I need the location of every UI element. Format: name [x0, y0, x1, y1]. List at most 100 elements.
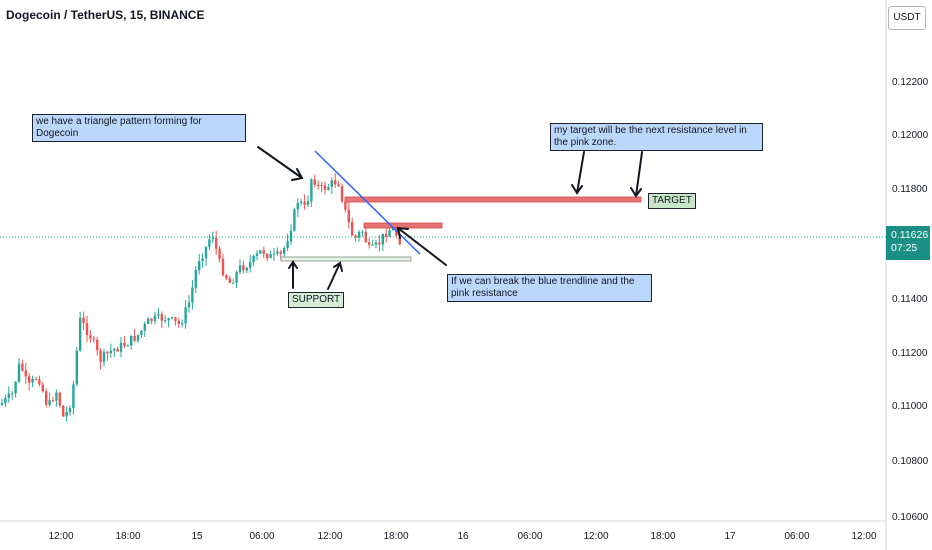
time-tick-label: 18:00 [650, 531, 675, 542]
time-tick-label: 18:00 [115, 531, 140, 542]
time-tick-label: 18:00 [383, 531, 408, 542]
candle-body [211, 237, 214, 240]
candle-body [187, 302, 191, 308]
candle-body [242, 265, 245, 271]
candle-body [252, 255, 255, 263]
candle-body [235, 271, 238, 283]
candle-body [381, 233, 384, 245]
candle-body [177, 320, 180, 324]
candle-body [17, 363, 21, 382]
candle-body [303, 201, 306, 205]
candle-body [296, 202, 299, 210]
candle-body [11, 393, 14, 395]
local-resistance-zone[interactable] [363, 222, 443, 229]
candle-body [259, 250, 262, 254]
symbol-title: Dogecoin / TetherUS, 15, BINANCE [6, 8, 205, 22]
triangle-note[interactable]: we have a triangle pattern forming for D… [32, 114, 246, 142]
candle-body [283, 248, 286, 254]
candle-body [279, 251, 282, 254]
candle-body [327, 186, 330, 190]
target-note-text: my target will be the next resistance le… [554, 125, 747, 148]
candle-body [130, 335, 133, 346]
candle-body [7, 393, 10, 398]
candle-body [157, 313, 160, 316]
support-label-text: SUPPORT [292, 294, 341, 305]
candles-layer [0, 172, 401, 422]
time-tick-label: 06:00 [249, 531, 274, 542]
price-tick-label: 0.11200 [892, 348, 928, 359]
candle-body [357, 231, 361, 238]
candle-body [51, 400, 55, 402]
candle-body [300, 201, 303, 203]
blue-trendline[interactable] [314, 150, 421, 255]
time-tick-label: 06:00 [784, 531, 809, 542]
breakout-note[interactable]: If we can break the blue trendline and t… [447, 274, 652, 302]
candle-body [218, 248, 221, 259]
candle-body [201, 258, 204, 262]
candle-body [160, 313, 163, 321]
time-tick-label: 12:00 [583, 531, 608, 542]
support-zone[interactable] [280, 256, 412, 262]
candle-body [374, 242, 378, 245]
candle-body [48, 400, 51, 405]
price-tick-label: 0.12000 [892, 130, 929, 141]
candle-body [34, 378, 38, 380]
candle-body [330, 180, 333, 187]
candle-body [0, 403, 4, 405]
candle-body [266, 253, 269, 259]
candle-body [238, 265, 242, 272]
candle-body [198, 261, 201, 271]
time-axis[interactable]: 12:00 18:00 15 06:00 12:00 18:00 16 06:00 12:00 1… [48, 531, 876, 542]
candle-body [96, 339, 99, 351]
candle-body [147, 318, 150, 324]
target-label[interactable]: TARGET [648, 193, 696, 209]
candle-body [92, 338, 95, 340]
candle-body [116, 348, 119, 352]
candle-body [72, 384, 75, 409]
candle-body [255, 253, 259, 256]
candle-body [164, 320, 167, 322]
candle-body [167, 318, 170, 321]
time-tick-label: 12:00 [48, 531, 73, 542]
support-label[interactable]: SUPPORT [288, 292, 345, 308]
candle-body [65, 411, 68, 417]
candle-body [89, 335, 92, 339]
price-tick-label: 0.12200 [892, 77, 929, 88]
candle-body [68, 408, 72, 412]
candle-body [181, 323, 184, 325]
candle-body [140, 330, 143, 335]
candle-body [153, 315, 157, 322]
target-note[interactable]: my target will be the next resistance le… [550, 123, 763, 151]
candle-body [14, 381, 17, 394]
candle-body [351, 222, 354, 236]
target-label-text: TARGET [652, 195, 692, 206]
candle-body [126, 345, 129, 347]
candle-body [378, 242, 381, 245]
currency-selector[interactable]: USDT [888, 6, 926, 30]
candle-body [31, 378, 34, 383]
candle-body [354, 235, 357, 238]
candle-body [269, 254, 272, 259]
candle-body [133, 335, 136, 341]
candle-body [313, 179, 316, 185]
price-tick-label: 0.10800 [892, 456, 929, 467]
candle-body [109, 350, 112, 354]
candle-body [150, 318, 153, 322]
candle-body [364, 231, 367, 243]
candle-body [204, 246, 208, 259]
target-resistance-zone[interactable] [344, 196, 642, 203]
candle-body [99, 350, 102, 362]
candle-body [225, 275, 228, 279]
price-tick-label: 0.10600 [892, 512, 929, 523]
price-axis[interactable]: 0.12200 0.12000 0.11800 0.11400 0.11200 0.110… [892, 77, 929, 523]
candle-body [320, 184, 323, 186]
candle-body [106, 351, 109, 354]
candle-body [4, 397, 7, 404]
candle-body [306, 201, 310, 205]
candle-body [368, 242, 371, 245]
candle-body [208, 239, 211, 247]
candle-body [102, 351, 106, 362]
candle-body [45, 391, 48, 405]
candle-body [388, 230, 391, 237]
